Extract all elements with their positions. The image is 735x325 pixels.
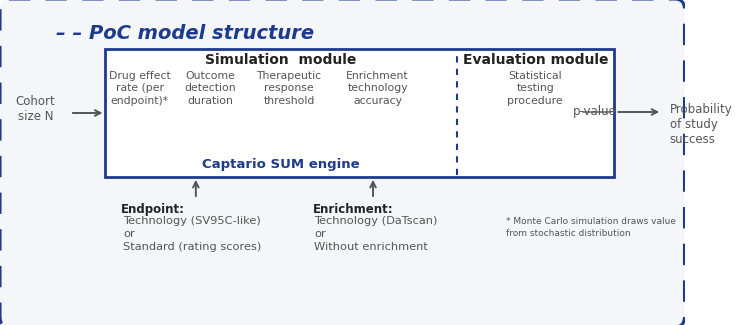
Text: p-value: p-value xyxy=(573,106,617,119)
Text: or: or xyxy=(123,229,135,239)
Text: Statistical
testing
procedure: Statistical testing procedure xyxy=(507,71,563,106)
Text: * Monte Carlo simulation draws value: * Monte Carlo simulation draws value xyxy=(506,217,676,226)
Text: or: or xyxy=(315,229,326,239)
Text: Technology (DaTscan): Technology (DaTscan) xyxy=(315,216,437,226)
Text: Drug effect
rate (per
endpoint)*: Drug effect rate (per endpoint)* xyxy=(109,71,171,106)
Text: Technology (SV95C-like): Technology (SV95C-like) xyxy=(123,216,261,226)
FancyBboxPatch shape xyxy=(105,49,614,177)
Text: Cohort
size N: Cohort size N xyxy=(15,95,55,123)
Text: Standard (rating scores): Standard (rating scores) xyxy=(123,242,262,252)
Text: Outcome
detection
duration: Outcome detection duration xyxy=(184,71,236,106)
Text: Captario SUM engine: Captario SUM engine xyxy=(202,158,360,171)
Text: Enrichment:: Enrichment: xyxy=(312,203,393,216)
Text: Simulation  module: Simulation module xyxy=(206,53,357,67)
Text: from stochastic distribution: from stochastic distribution xyxy=(506,229,631,238)
Text: Enrichment
technology
accuracy: Enrichment technology accuracy xyxy=(346,71,409,106)
Text: – – PoC model structure: – – PoC model structure xyxy=(56,24,314,43)
FancyBboxPatch shape xyxy=(0,0,684,325)
Text: Probability
of study
success: Probability of study success xyxy=(670,103,732,146)
Text: Evaluation module: Evaluation module xyxy=(462,53,608,67)
Text: Therapeutic
response
threshold: Therapeutic response threshold xyxy=(257,71,322,106)
Text: Without enrichment: Without enrichment xyxy=(315,242,429,252)
Text: Endpoint:: Endpoint: xyxy=(121,203,185,216)
